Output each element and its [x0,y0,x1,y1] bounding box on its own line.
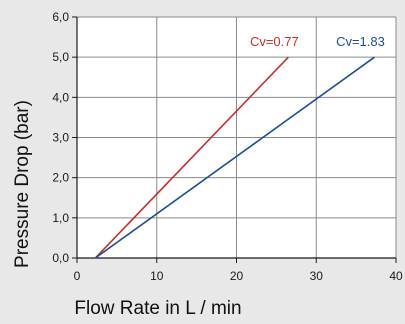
y-tick-label: 1,0 [52,211,69,225]
x-tick-labels: 0 10 20 30 40 [74,269,403,283]
x-tick-label: 30 [310,269,324,283]
series-lines [94,56,375,259]
x-tick-label: 20 [230,269,244,283]
y-tick-label: 0,0 [52,251,69,265]
y-axis-title: Pressure Drop (bar) [12,100,33,268]
y-tick-label: 4,0 [52,90,69,104]
x-axis-title: Flow Rate in L / min [74,298,241,319]
series-line [94,56,375,259]
gridlines [77,16,397,258]
x-tick-label: 40 [389,269,403,283]
y-tick-label: 3,0 [52,131,69,145]
y-tick-label: 6,0 [52,10,69,24]
x-tick-label: 0 [74,269,81,283]
series-line [94,56,289,259]
y-tick-label: 5,0 [52,50,69,64]
y-tick-labels: 0,0 1,0 2,0 3,0 4,0 5,0 6,0 [52,10,69,265]
series-label: Cv=0.77 [250,34,299,49]
axes [72,16,397,263]
series-labels: Cv=0.77 Cv=1.83 [250,34,385,49]
series-label: Cv=1.83 [336,34,385,49]
x-tick-label: 10 [150,269,164,283]
y-tick-label: 2,0 [52,171,69,185]
